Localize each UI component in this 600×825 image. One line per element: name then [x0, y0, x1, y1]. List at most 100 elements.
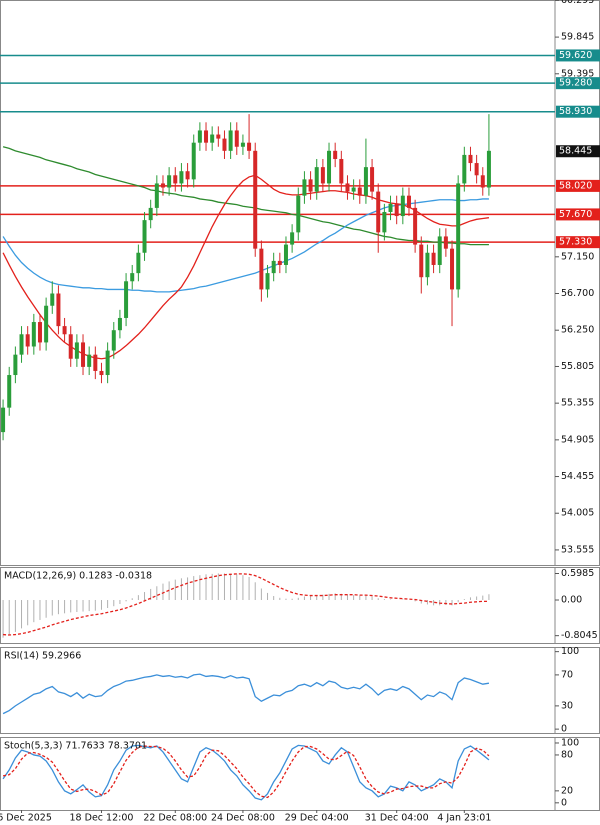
y-tick-label: 55.805 — [561, 361, 594, 372]
candle-body — [456, 183, 461, 290]
candle-body — [204, 130, 209, 143]
candle-body — [277, 260, 282, 265]
panel-title: Stoch(5,3,3) 71.7633 78.3701 — [4, 741, 147, 752]
candle-body — [105, 350, 110, 376]
candle-body — [271, 260, 276, 274]
candle-body — [339, 158, 344, 184]
candle-body — [413, 207, 418, 245]
candle-body — [443, 236, 448, 249]
candle-body — [296, 195, 301, 233]
candle-body — [154, 183, 159, 208]
candle-body — [259, 248, 264, 290]
candle-body — [425, 252, 430, 278]
candle-body — [234, 130, 239, 147]
candle-body — [148, 207, 153, 221]
candle-body — [320, 167, 325, 184]
candle-body — [31, 322, 36, 347]
y-tick-label: 0.00 — [561, 595, 582, 606]
indicator-line — [2, 744, 490, 801]
level-label-box — [556, 77, 600, 90]
candle-body — [382, 211, 387, 233]
candle-body — [185, 171, 190, 180]
last-price-label: 58.445 — [559, 146, 592, 157]
y-tick-label: 55.355 — [561, 398, 594, 409]
candle-body — [1, 407, 6, 433]
candle-body — [74, 342, 79, 359]
y-tick-label: 0 — [561, 797, 567, 808]
candle-body — [216, 134, 221, 139]
x-tick-label: 31 Dec 04:00 — [365, 813, 429, 824]
y-tick-label: 53.555 — [561, 544, 594, 555]
level-label: 57.670 — [559, 209, 592, 220]
candle-body — [7, 375, 12, 408]
candle-body — [357, 187, 362, 196]
candle-body — [93, 354, 98, 371]
y-tick-label: 0 — [561, 724, 567, 735]
candle-body — [345, 183, 350, 192]
candle-body — [25, 334, 30, 347]
y-tick-label: 70 — [561, 669, 573, 680]
y-tick-label: 100 — [561, 737, 579, 748]
y-tick-label: 54.455 — [561, 471, 594, 482]
candle-body — [124, 281, 129, 318]
candle-body — [351, 187, 356, 192]
candle-body — [210, 134, 215, 143]
candle-body — [480, 175, 485, 188]
candle-body — [130, 273, 135, 282]
candle-body — [462, 154, 467, 184]
y-tick-label: 80 — [561, 749, 573, 760]
candle-body — [167, 175, 172, 188]
candle-body — [87, 354, 92, 367]
y-tick-label: 57.150 — [561, 251, 594, 262]
candle-body — [406, 195, 411, 208]
y-tick-label: -0.8045 — [561, 630, 598, 641]
candle-body — [117, 317, 122, 331]
x-tick-label: 22 Dec 08:00 — [143, 813, 207, 824]
candle-body — [222, 138, 227, 151]
x-tick-label: 18 Dec 12:00 — [70, 813, 134, 824]
candle-body — [13, 354, 18, 376]
y-tick-label: 20 — [561, 785, 573, 796]
candle-body — [19, 334, 24, 355]
candle-body — [400, 195, 405, 217]
candle-body — [450, 248, 455, 290]
candle-body — [44, 305, 49, 343]
x-tick-label: 16 Dec 2025 — [0, 813, 52, 824]
y-tick-label: 54.905 — [561, 434, 594, 445]
candle-body — [394, 203, 399, 217]
x-tick-label: 29 Dec 04:00 — [285, 813, 349, 824]
signal-line — [3, 573, 489, 636]
level-label: 58.930 — [559, 106, 592, 117]
candle-body — [56, 293, 61, 327]
panel-title: RSI(14) 59.2966 — [4, 651, 81, 662]
candle-body — [179, 171, 184, 184]
level-label: 59.280 — [559, 78, 592, 89]
panel-title: MACD(12,26,9) 0.1283 -0.0318 — [4, 571, 152, 582]
candle-body — [247, 142, 252, 151]
y-tick-label: 56.700 — [561, 288, 594, 299]
indicator-line — [2, 673, 490, 715]
candle-body — [228, 130, 233, 151]
candle-body — [68, 334, 73, 359]
candle-body — [197, 130, 202, 143]
candle-body — [99, 370, 104, 376]
candle-body — [62, 326, 67, 335]
candle-body — [111, 330, 116, 351]
candle-body — [333, 150, 338, 159]
candle-body — [431, 252, 436, 265]
x-tick-label: 24 Dec 08:00 — [211, 813, 275, 824]
candle-body — [191, 142, 196, 180]
candle-body — [376, 191, 381, 233]
level-label-box — [556, 49, 600, 62]
last-price-box — [556, 145, 600, 158]
candle-body — [314, 167, 319, 192]
candle-body — [486, 150, 491, 188]
candle-body — [363, 167, 368, 196]
candle-body — [468, 154, 473, 164]
level-label: 58.020 — [559, 180, 592, 191]
candle-body — [308, 179, 313, 192]
candle-body — [290, 232, 295, 245]
candle-body — [37, 322, 42, 343]
